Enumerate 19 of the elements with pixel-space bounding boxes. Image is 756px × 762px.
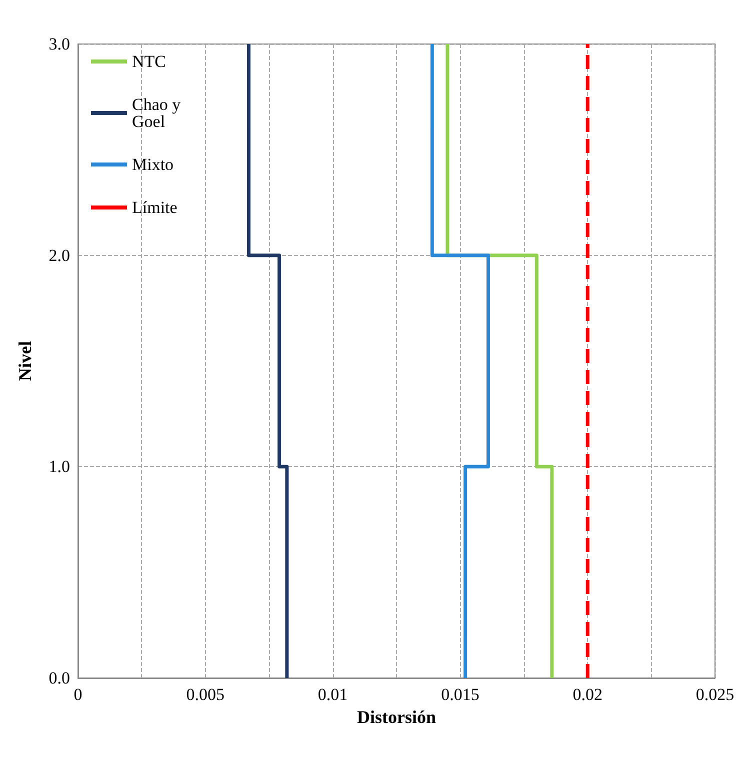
y-tick-label: 0.0 <box>48 668 70 688</box>
x-tick-label: 0.005 <box>186 685 225 704</box>
y-tick-label: 2.0 <box>48 246 70 265</box>
line-series <box>246 42 289 680</box>
x-tick-label: 0.025 <box>696 685 734 704</box>
x-tick-label: 0.02 <box>572 685 602 704</box>
legend-label: Chao y Goel <box>132 95 185 131</box>
line-series <box>430 42 490 680</box>
y-tick-label: 3.0 <box>48 34 70 54</box>
x-tick-label: 0.01 <box>318 685 348 704</box>
line-series <box>446 42 554 680</box>
legend-label: Mixto <box>132 155 174 174</box>
legend-label: Límite <box>132 198 178 217</box>
legend-label: NTC <box>132 52 166 71</box>
x-tick-label: 0.015 <box>441 685 480 704</box>
x-axis-title: Distorsión <box>356 706 436 727</box>
x-tick-label: 0 <box>74 685 82 704</box>
y-tick-label: 1.0 <box>48 457 70 476</box>
y-axis-title: Nivel <box>15 341 35 381</box>
